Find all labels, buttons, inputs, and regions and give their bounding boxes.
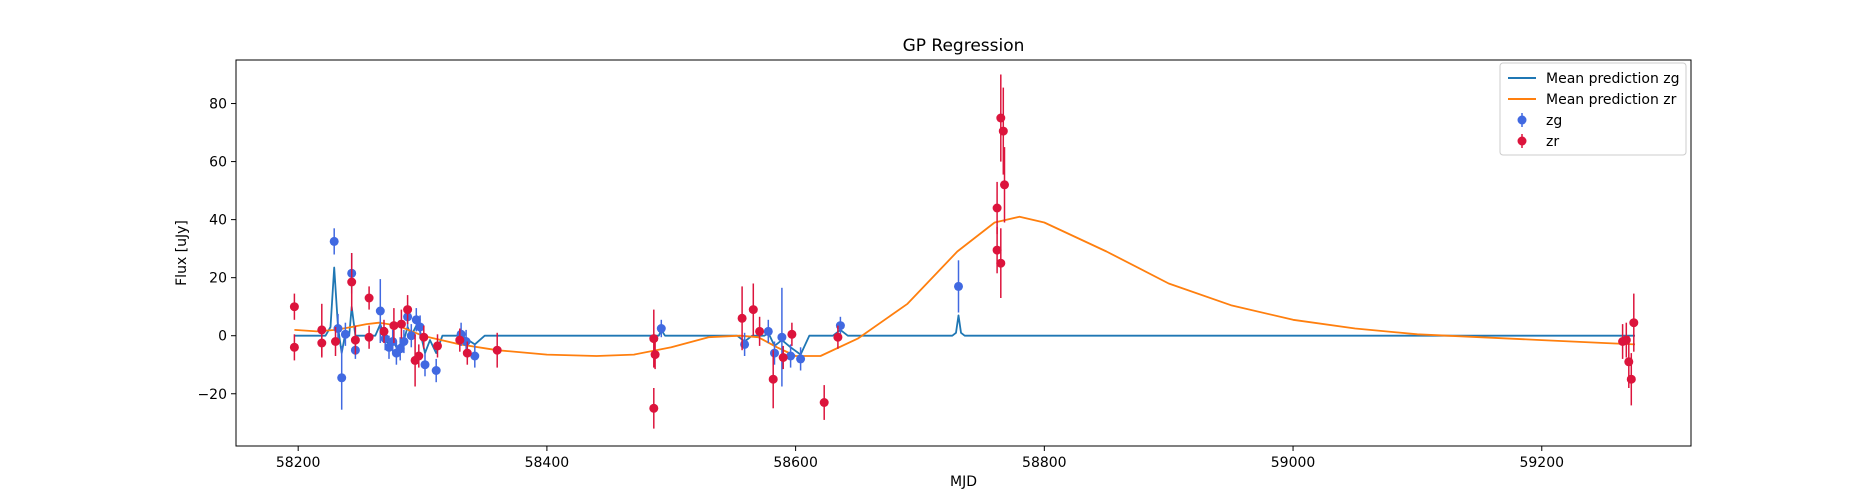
- y-tick-label-4: 60: [209, 155, 227, 171]
- data-point-zr-3: [317, 338, 327, 348]
- x-tick-label-0: 58200: [276, 455, 321, 471]
- data-point-zr-18: [462, 348, 472, 358]
- data-point-zg-30: [954, 281, 963, 291]
- data-point-zr-36: [1000, 180, 1009, 190]
- data-point-zg-7: [380, 334, 390, 344]
- data-point-zg-18: [431, 366, 441, 375]
- chart-title: GP Regression: [903, 36, 1025, 56]
- legend-label-zr-line: Mean prediction zr: [1546, 92, 1677, 108]
- data-point-zr-28: [787, 329, 797, 339]
- plot-layer: [289, 74, 1639, 429]
- data-point-zr-14: [414, 351, 424, 361]
- y-tick-label-5: 80: [209, 97, 227, 113]
- x-tick-label-4: 59000: [1271, 455, 1316, 471]
- data-point-zg-0: [329, 236, 339, 246]
- legend-swatch-zr-marker: [1517, 136, 1527, 146]
- data-point-zr-29: [819, 398, 829, 407]
- data-point-zr-20: [649, 334, 659, 344]
- data-point-zg-12: [399, 337, 409, 346]
- data-point-zg-28: [796, 354, 806, 364]
- data-point-zr-6: [350, 335, 360, 345]
- data-point-zr-41: [1629, 318, 1639, 328]
- data-point-zr-11: [396, 319, 406, 329]
- legend-label-zg: zg: [1546, 113, 1562, 129]
- legend: Mean prediction zg Mean prediction zr zg…: [1499, 62, 1687, 156]
- data-point-zg-3: [340, 329, 350, 339]
- y-tick-label-2: 20: [209, 271, 227, 287]
- data-point-zg-11: [395, 344, 405, 354]
- data-point-zr-12: [403, 305, 413, 315]
- data-point-zg-2: [337, 373, 347, 383]
- data-point-zg-27: [786, 351, 796, 361]
- data-point-zr-15: [419, 332, 429, 342]
- y-tick-label-3: 40: [209, 213, 227, 229]
- data-point-zr-27: [778, 353, 788, 362]
- legend-label-zg-line: Mean prediction zg: [1546, 71, 1680, 87]
- data-point-zr-35: [998, 126, 1008, 136]
- data-point-zr-8: [364, 332, 374, 342]
- data-point-zg-25: [770, 348, 779, 358]
- data-point-zg-21: [470, 351, 480, 361]
- data-point-zg-16: [415, 322, 425, 332]
- data-point-zr-10: [389, 321, 399, 331]
- x-tick-label-5: 59200: [1519, 455, 1564, 471]
- data-point-zr-19: [492, 345, 502, 355]
- y-axis-label: Flux [uJy]: [174, 220, 190, 286]
- y-tick-label-0: −20: [197, 387, 227, 403]
- data-point-zr-22: [650, 350, 660, 360]
- data-point-zg-22: [656, 324, 666, 333]
- data-point-zr-34: [996, 258, 1006, 268]
- data-point-zr-5: [347, 277, 357, 287]
- data-point-zr-4: [331, 337, 340, 346]
- data-point-zr-31: [992, 203, 1002, 213]
- data-point-zg-6: [375, 306, 385, 316]
- data-point-zr-25: [755, 326, 765, 336]
- data-point-zr-32: [992, 245, 1002, 255]
- data-point-zr-17: [455, 335, 465, 345]
- data-point-zg-26: [777, 332, 787, 342]
- x-axis: 58200 58400 58600 58800 59000 59200: [276, 446, 1564, 471]
- data-point-zr-40: [1626, 374, 1636, 384]
- y-tick-label-1: 0: [218, 329, 227, 345]
- data-point-zr-16: [433, 341, 442, 351]
- plot-frame: [235, 59, 1692, 447]
- data-point-zr-23: [737, 313, 747, 323]
- data-point-zg-14: [406, 331, 416, 341]
- data-point-zr-7: [364, 293, 374, 303]
- y-axis: −20 0 20 40 60 80: [197, 97, 236, 403]
- data-point-zr-21: [649, 403, 659, 413]
- x-axis-label: MJD: [950, 474, 977, 490]
- data-point-zr-30: [833, 332, 843, 342]
- x-tick-label-2: 58600: [773, 455, 818, 471]
- legend-box: [1499, 62, 1687, 156]
- legend-label-zr: zr: [1546, 134, 1559, 150]
- x-tick-label-1: 58400: [525, 455, 570, 471]
- data-point-zr-0: [289, 302, 299, 312]
- data-point-zr-26: [768, 374, 778, 384]
- data-point-zg-9: [388, 337, 398, 346]
- data-point-zr-1: [289, 342, 299, 352]
- legend-swatch-zg-marker: [1517, 115, 1527, 125]
- data-point-zr-9: [379, 326, 389, 336]
- x-tick-label-3: 58800: [1022, 455, 1067, 471]
- data-point-zg-24: [763, 326, 773, 336]
- data-point-zg-17: [420, 360, 430, 370]
- data-point-zr-24: [748, 305, 758, 315]
- data-point-zg-15: [411, 315, 421, 325]
